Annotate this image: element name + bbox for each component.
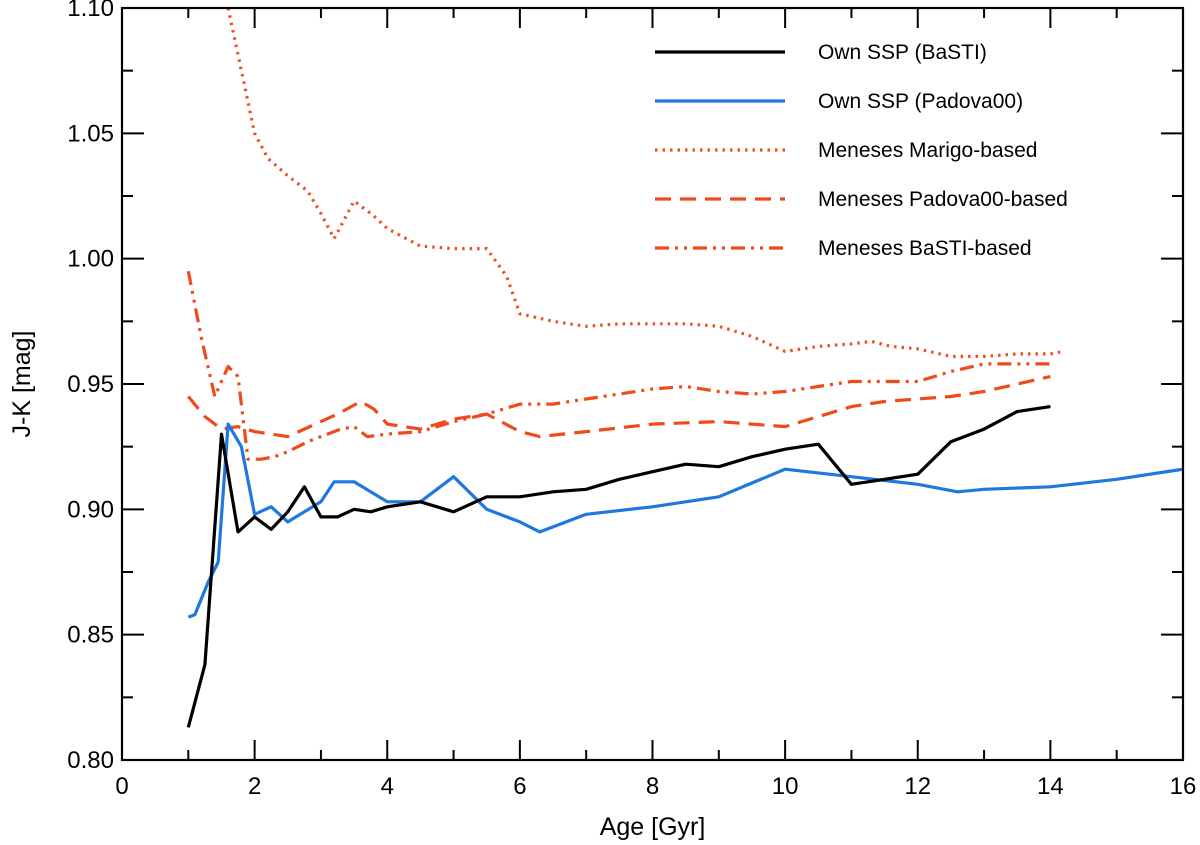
- legend-label-2: Own SSP (Padova00): [818, 90, 1023, 113]
- x-tick-label: 12: [904, 773, 931, 800]
- y-tick-label: 0.80: [67, 747, 114, 774]
- series-line-4: [187, 374, 1051, 439]
- x-tick-label: 10: [772, 773, 799, 800]
- x-tick-label: 6: [513, 773, 526, 800]
- y-tick-label: 0.95: [67, 371, 114, 398]
- x-tick-label: 0: [115, 773, 128, 800]
- legend-label-1: Own SSP (BaSTI): [818, 41, 987, 64]
- y-tick-label: 0.90: [67, 496, 114, 523]
- x-tick-label: 14: [1037, 773, 1064, 800]
- series-line-1: [186, 405, 1051, 728]
- y-tick-label: 1.00: [67, 246, 114, 273]
- x-tick-label: 4: [381, 773, 394, 800]
- legend-label-5: Meneses BaSTI-based: [818, 237, 1032, 260]
- series-line-5: [186, 270, 1051, 461]
- legend-label-4: Meneses Padova00-based: [818, 188, 1068, 211]
- legend: Own SSP (BaSTI) Own SSP (Padova00) Meneses…: [655, 41, 1068, 260]
- series-line-2: [187, 422, 1183, 619]
- legend-label-3: Meneses Marigo-based: [818, 139, 1037, 162]
- x-tick-label: 16: [1170, 773, 1197, 800]
- x-tick-label: 8: [646, 773, 659, 800]
- series-lines: [186, 8, 1183, 728]
- y-axis-title: J-K [mag]: [8, 331, 36, 438]
- y-tick-label: 1.10: [67, 0, 114, 22]
- y-tick-label: 1.05: [67, 120, 114, 147]
- axes: 0 2 4 6 8 10 12 14 16 0.80 0.85 0.90 0.95 1.00 1.05 1.1…: [67, 0, 1196, 800]
- x-axis-title: Age [Gyr]: [600, 813, 706, 841]
- y-tick-label: 0.85: [67, 622, 114, 649]
- x-tick-label: 2: [248, 773, 261, 800]
